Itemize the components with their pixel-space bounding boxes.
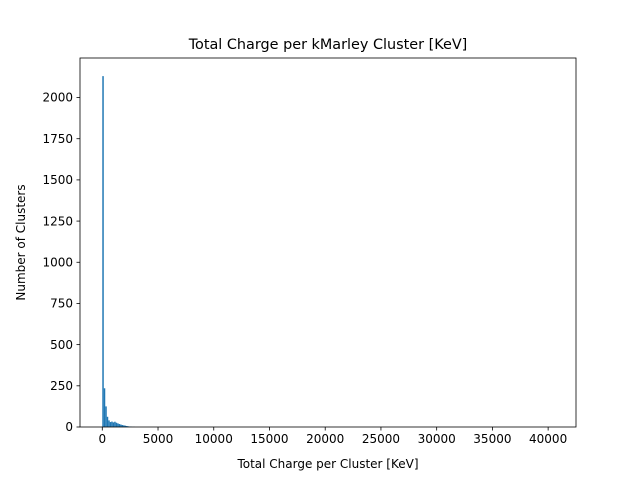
histogram-bar [111,421,113,427]
x-tick-label: 0 [98,432,106,446]
x-tick-label: 40000 [529,432,567,446]
histogram-bar [109,422,112,427]
y-tick-label: 2000 [42,91,73,105]
x-axis-ticks: 0 5000 10000 15000 20000 25000 30000 35000 40000 [98,427,567,446]
y-tick-label: 500 [50,338,73,352]
x-tick-label: 35000 [473,432,511,446]
histogram-bar [115,422,118,427]
x-tick-label: 10000 [195,432,233,446]
axes-frame [79,57,577,428]
y-tick-label: 1750 [42,132,73,146]
x-axis-label: Total Charge per Cluster [KeV] [236,457,418,471]
y-tick-label: 1000 [42,255,73,269]
histogram-bar [121,425,124,427]
histogram-bar [103,388,106,427]
histogram-bar [105,406,107,427]
chart-title: Total Charge per kMarley Cluster [KeV] [188,37,468,53]
histogram-bar [106,416,109,427]
histogram-bar [124,425,127,427]
histogram-bar [112,422,115,427]
x-tick-label: 30000 [418,432,456,446]
y-tick-label: 1500 [42,173,73,187]
x-tick-label: 25000 [362,432,400,446]
y-tick-label: 750 [50,297,73,311]
histogram-bar [114,421,116,427]
histogram-bar [117,423,119,427]
histogram-bar [118,424,121,427]
histogram-bar [108,420,110,427]
histogram-bar [120,424,122,427]
histogram-bar [123,425,125,427]
y-axis-label: Number of Clusters [14,184,28,300]
x-tick-label: 20000 [306,432,344,446]
histogram-bars [102,76,135,427]
x-tick-label: 5000 [143,432,174,446]
x-tick-label: 15000 [250,432,288,446]
y-axis-ticks: 0 250 500 750 1000 1250 1500 1750 2000 [42,91,80,434]
y-tick-label: 0 [65,420,73,434]
histogram-bar [126,426,128,427]
y-tick-label: 1250 [42,214,73,228]
histogram-bar [102,76,104,427]
y-tick-label: 250 [50,379,73,393]
